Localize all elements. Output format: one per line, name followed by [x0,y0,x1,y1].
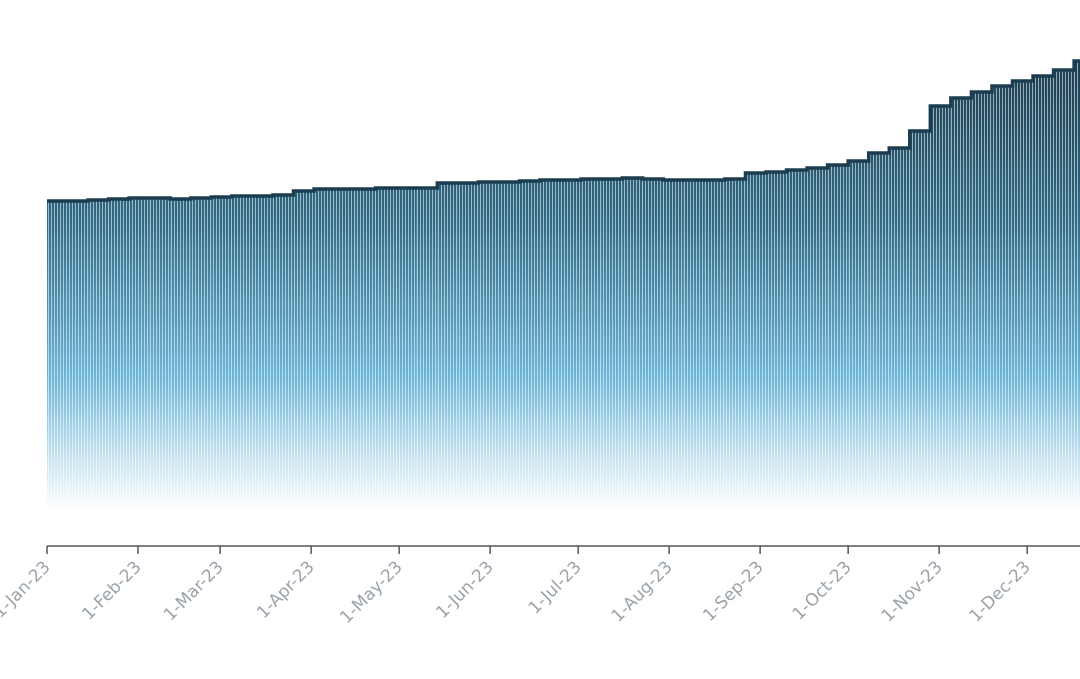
x-tick-label: 1-Oct-23 [789,557,856,624]
top-edge [47,59,1080,203]
stripe-overlay [0,0,1080,546]
x-tick-label: 1-Feb-23 [78,557,145,624]
x-tick-label: 1-Jan-23 [0,557,55,622]
x-tick-label: 1-Dec-23 [966,557,1035,626]
x-tick-label: 1-Apr-23 [253,557,319,623]
x-tick-label: 1-Aug-23 [608,557,677,626]
x-tick-label: 1-Jun-23 [432,557,497,622]
x-tick-label: 1-May-23 [336,557,406,627]
x-tick-label: 1-Sep-23 [699,557,767,625]
x-tick-label: 1-Jul-23 [525,557,586,618]
x-tick-label: 1-Mar-23 [160,557,228,625]
x-tick-label: 1-Nov-23 [878,557,947,626]
